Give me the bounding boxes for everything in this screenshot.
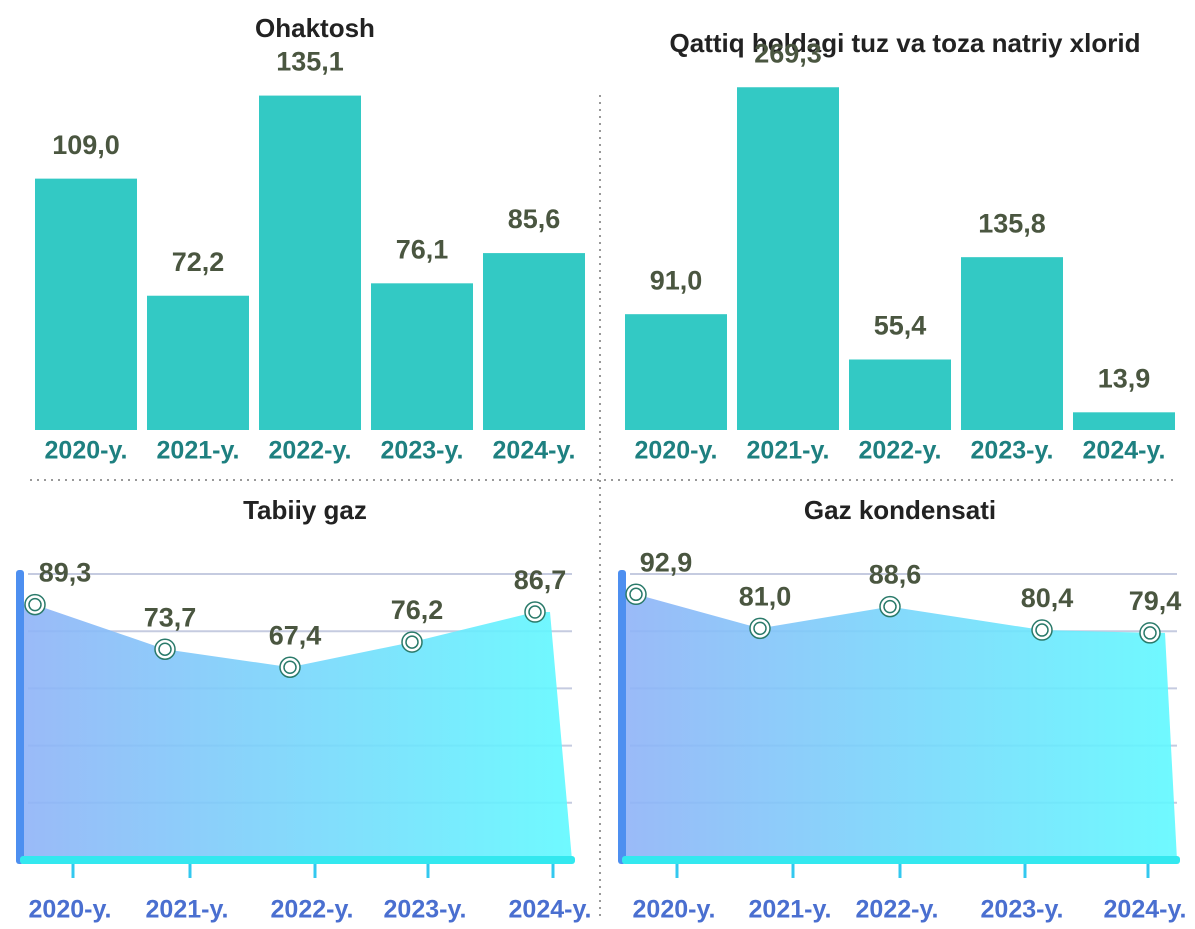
bar (483, 253, 585, 430)
value-label: 109,0 (52, 130, 120, 160)
x-tick-label: 2021-y. (146, 896, 229, 924)
x-tick-label: 2020-y. (635, 437, 718, 465)
x-tick-label: 2023-y. (384, 896, 467, 924)
x-tick-label: 2023-y. (981, 896, 1064, 924)
value-label: 269,3 (754, 38, 822, 68)
value-label: 135,1 (276, 47, 344, 77)
point-inner (1143, 626, 1157, 640)
value-label: 89,3 (39, 558, 92, 588)
bar (737, 87, 839, 430)
point-inner (28, 597, 42, 612)
value-label: 73,7 (144, 602, 197, 632)
bar (625, 314, 727, 430)
value-label: 76,1 (396, 234, 449, 264)
value-label: 85,6 (508, 204, 561, 234)
point (154, 638, 176, 660)
area (622, 594, 1177, 860)
x-tick-label: 2024-y. (1104, 896, 1187, 924)
value-label: 76,2 (391, 595, 444, 625)
x-tick-label: 2020-y. (633, 896, 716, 924)
value-label: 81,0 (739, 581, 792, 611)
value-label: 86,7 (514, 565, 567, 595)
point (625, 583, 647, 606)
value-label: 135,8 (978, 208, 1046, 238)
x-tick-label: 2021-y. (749, 896, 832, 924)
x-tick-label: 2024-y. (509, 896, 592, 924)
x-tick-label: 2020-y. (29, 896, 112, 924)
chart-title: Gaz kondensati (804, 495, 996, 525)
point (879, 595, 901, 618)
point-inner (629, 587, 643, 602)
x-tick-label: 2023-y. (381, 437, 464, 465)
x-tick-label: 2024-y. (1083, 437, 1166, 465)
x-tick-label: 2022-y. (269, 437, 352, 465)
point (24, 593, 46, 616)
value-label: 13,9 (1098, 363, 1151, 393)
bar (259, 95, 361, 430)
point-inner (753, 621, 767, 636)
x-axis-bar (622, 856, 1180, 864)
point-inner (1035, 623, 1049, 637)
value-label: 88,6 (869, 560, 922, 590)
x-tick-label: 2022-y. (859, 437, 942, 465)
bar (1073, 412, 1175, 430)
x-tick-label: 2021-y. (747, 437, 830, 465)
x-tick-label: 2023-y. (971, 437, 1054, 465)
x-tick-label: 2024-y. (493, 437, 576, 465)
bar (147, 295, 249, 430)
point-inner (158, 642, 172, 656)
point (524, 601, 546, 623)
x-tick-label: 2022-y. (856, 896, 939, 924)
point (1139, 622, 1161, 644)
point-inner (883, 599, 897, 614)
x-tick-label: 2021-y. (157, 437, 240, 465)
point-inner (283, 660, 297, 674)
x-axis-bar (20, 856, 575, 864)
y-axis-bar (16, 570, 24, 864)
area (20, 604, 572, 860)
value-label: 67,4 (269, 620, 322, 650)
x-tick-label: 2020-y. (45, 437, 128, 465)
bar (371, 283, 473, 430)
y-axis-bar (618, 570, 626, 864)
value-label: 79,4 (1129, 586, 1182, 616)
value-label: 92,9 (640, 547, 693, 577)
value-label: 72,2 (172, 247, 225, 277)
point (1031, 619, 1053, 641)
point (279, 656, 301, 678)
point-inner (528, 605, 542, 619)
chart-title: Tabiiy gaz (243, 495, 367, 525)
value-label: 55,4 (874, 311, 927, 341)
value-label: 80,4 (1021, 583, 1074, 613)
chart-title: Qattiq holdagi tuz va toza natriy xlorid (670, 28, 1141, 58)
point (401, 631, 423, 653)
point-inner (405, 635, 419, 649)
point (749, 617, 771, 640)
x-tick-label: 2022-y. (271, 896, 354, 924)
value-label: 91,0 (650, 265, 703, 295)
chart-title: Ohaktosh (255, 13, 375, 43)
bar (961, 257, 1063, 430)
bar (849, 359, 951, 430)
bar (35, 178, 137, 430)
